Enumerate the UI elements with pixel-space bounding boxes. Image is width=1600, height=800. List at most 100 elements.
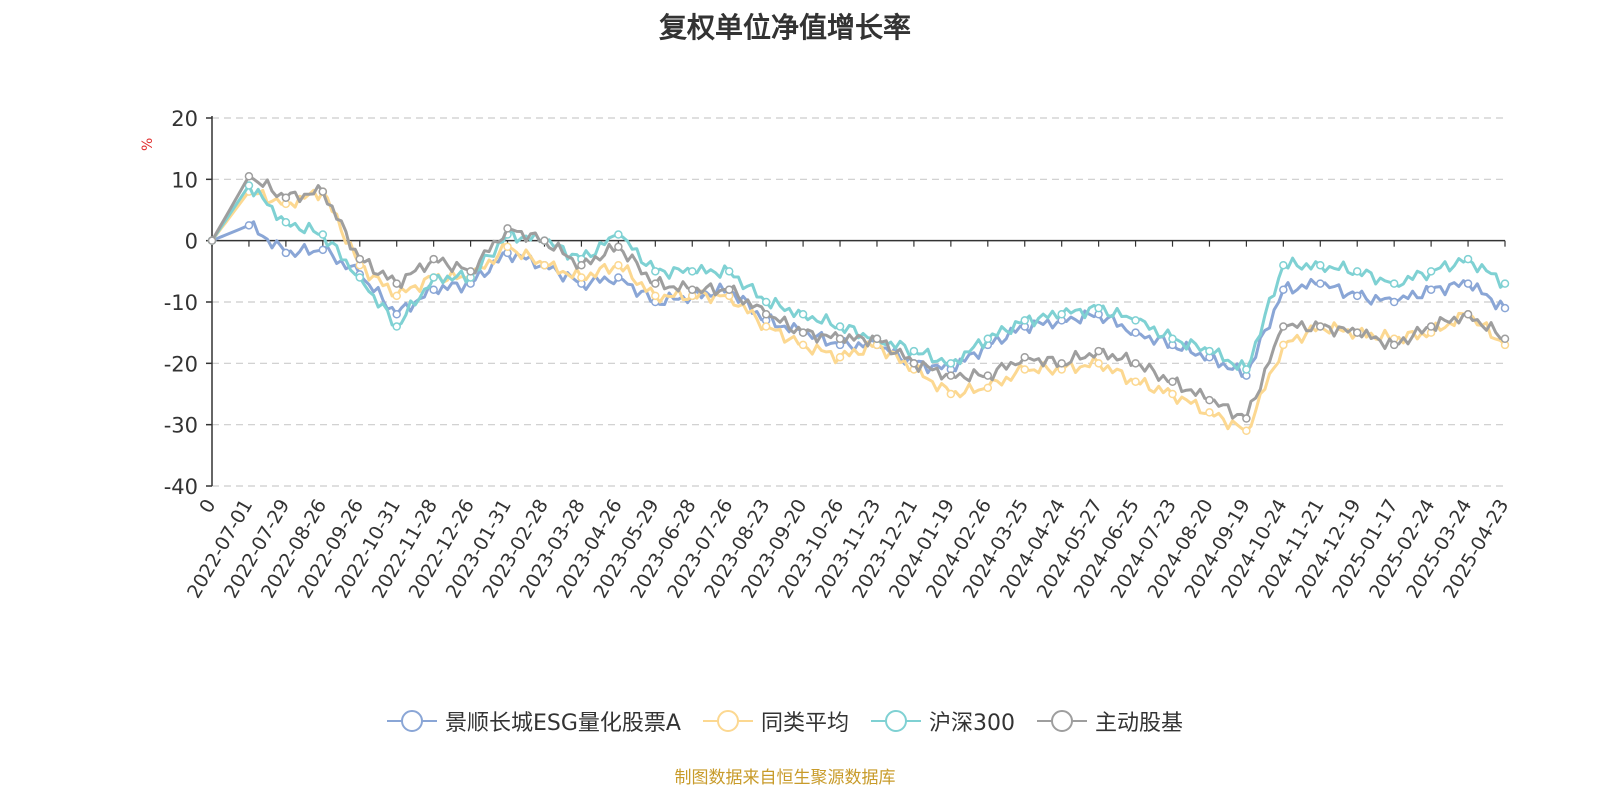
series-3-point — [392, 322, 401, 331]
series-2-point — [1094, 359, 1103, 368]
series-4-point — [1205, 395, 1214, 405]
series-1-point — [318, 245, 328, 255]
series-4-point — [503, 224, 512, 233]
series-1-point — [1500, 303, 1510, 313]
series-2-point — [1020, 365, 1029, 374]
series-4-point — [1094, 346, 1103, 356]
series-3-point — [1500, 279, 1510, 288]
series-3-point — [761, 297, 771, 307]
series-4-point — [318, 187, 328, 196]
series-2-point — [761, 322, 771, 331]
series-4-point — [466, 267, 475, 276]
legend-marker — [387, 709, 437, 733]
legend-item-3[interactable]: 沪深300 — [870, 705, 1015, 737]
series-1-point — [1131, 328, 1140, 337]
series-line-4 — [210, 174, 1506, 420]
series-4-point — [1168, 377, 1177, 386]
legend-item-4[interactable]: 主动股基 — [1036, 705, 1183, 737]
series-3-point — [1463, 254, 1473, 264]
series-1-point — [1389, 297, 1399, 307]
series-2-point — [1242, 426, 1251, 436]
legend-label: 主动股基 — [1094, 711, 1183, 736]
series-1-point — [281, 248, 291, 258]
series-4-point — [207, 236, 217, 245]
series-3-point — [909, 346, 919, 356]
series-3-point — [724, 267, 734, 276]
series-4-point — [1426, 322, 1436, 331]
series-3-point — [1242, 365, 1251, 374]
series-4-point — [355, 254, 365, 264]
series-3-point — [1205, 346, 1214, 356]
series-4-point — [1316, 322, 1325, 331]
series-3-point — [1094, 303, 1103, 313]
series-2-point — [1168, 389, 1177, 399]
series-2-point — [1205, 408, 1214, 417]
series-1-point — [1316, 279, 1325, 288]
x-tick-label: 0 — [195, 496, 220, 517]
y-tick-label: -40 — [164, 475, 198, 499]
series-3-point — [1131, 316, 1140, 325]
series-4-point — [1389, 340, 1399, 350]
series-2-point — [392, 291, 401, 301]
series-1-point — [614, 273, 623, 282]
series-3-point — [835, 322, 845, 331]
series-3-point — [1279, 260, 1288, 270]
series-2-point — [983, 383, 993, 393]
series-3-point — [318, 230, 328, 239]
series-1-point — [1463, 279, 1473, 288]
series-4-point — [724, 285, 734, 294]
series-4-point — [909, 359, 919, 368]
series-2-point — [1279, 340, 1288, 350]
series-3-point — [1057, 310, 1066, 319]
legend-marker — [1036, 709, 1087, 733]
series-3-point — [1316, 260, 1325, 270]
series-4-point — [429, 254, 438, 264]
series-4-point — [651, 279, 660, 288]
series-4-point — [1279, 322, 1288, 331]
series-4-point — [1020, 352, 1029, 362]
series-3-point — [281, 218, 291, 227]
series-2-point — [835, 352, 845, 362]
legend-item-2[interactable]: 同类平均 — [702, 705, 849, 737]
y-tick-label: -30 — [164, 414, 198, 438]
y-tick-label: -20 — [164, 352, 198, 376]
y-tick-label: 20 — [171, 107, 198, 131]
series-4-point — [946, 371, 956, 380]
series-4-point — [688, 285, 697, 294]
series-3-point — [429, 273, 438, 282]
series-3-point — [983, 334, 993, 344]
series-3-point — [1168, 334, 1177, 344]
series-4-point — [1131, 359, 1140, 368]
series-1-point — [244, 221, 254, 230]
series-1-point — [392, 310, 401, 319]
series-4-point — [1242, 414, 1251, 423]
series-2-point — [503, 242, 512, 252]
series-4-point — [761, 310, 771, 319]
series-4-point — [1057, 359, 1066, 368]
series-3-point — [1020, 316, 1029, 325]
series-4-point — [577, 260, 586, 270]
series-3-point — [1352, 267, 1362, 276]
series-4-point — [392, 279, 401, 288]
series-2-point — [946, 389, 956, 399]
data-source-note: 制图数据来自恒生聚源数据库 — [674, 768, 896, 788]
series-3-point — [651, 267, 660, 276]
series-4-point — [1463, 310, 1473, 319]
series-1-point — [1279, 285, 1288, 294]
series-4-point — [835, 334, 845, 344]
series-1-point — [1352, 291, 1362, 301]
legend-label: 沪深300 — [928, 711, 1015, 736]
legend-marker — [702, 709, 753, 733]
y-tick-label: -10 — [164, 291, 198, 315]
series-4-point — [872, 334, 882, 344]
legend-item-1[interactable]: 景顺长城ESG量化股票A — [387, 705, 681, 737]
series-2-point — [798, 340, 808, 350]
series-3-point — [1426, 267, 1436, 276]
y-tick-label: 0 — [185, 230, 198, 254]
series-line-2 — [210, 188, 1507, 433]
legend-label: 景顺长城ESG量化股票A — [445, 711, 681, 736]
y-tick-label: 10 — [171, 168, 198, 192]
series-3-point — [355, 273, 365, 282]
series-4-point — [1500, 334, 1510, 344]
